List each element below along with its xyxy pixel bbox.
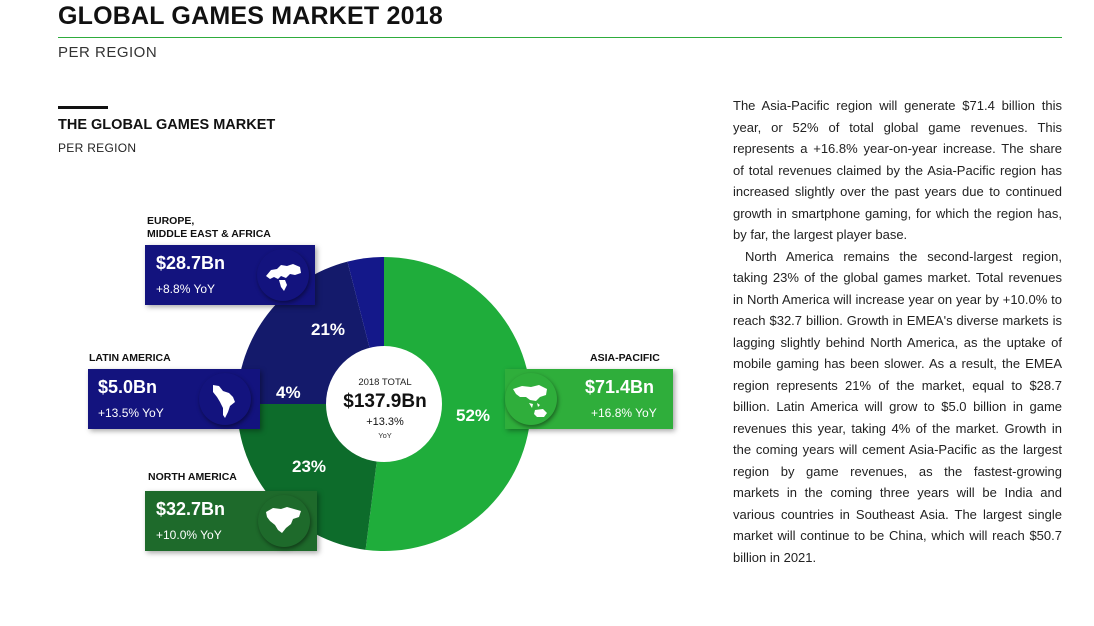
total-growth: +13.3% <box>366 416 404 428</box>
page-subtitle: PER REGION <box>58 44 158 61</box>
total-growth-unit: YoY <box>378 431 392 440</box>
region-yoy: +16.8% YoY <box>591 406 657 420</box>
region-yoy: +13.5% YoY <box>98 406 164 420</box>
region-value: $32.7Bn <box>156 499 226 519</box>
slice-label-north-america: 23% <box>292 457 327 476</box>
slice-label-asia-pacific: 52% <box>456 406 491 425</box>
callout-emea: $28.7Bn +8.8% YoY <box>145 245 315 305</box>
region-label-latin-america: LATIN AMERICA <box>89 352 171 364</box>
north-america-map-icon <box>258 495 310 547</box>
region-yoy: +10.0% YoY <box>156 528 222 542</box>
body-text: The Asia-Pacific region will generate $7… <box>733 95 1062 568</box>
asia-pacific-map-icon <box>505 373 557 425</box>
body-paragraph: The Asia-Pacific region will generate $7… <box>733 98 1062 242</box>
chart-subtitle: PER REGION <box>58 141 137 155</box>
europe-map-icon <box>257 249 309 301</box>
donut-hole <box>326 346 442 462</box>
section-rule <box>58 106 108 109</box>
region-yoy: +8.8% YoY <box>156 282 216 296</box>
region-value: $28.7Bn <box>156 253 226 273</box>
region-label-asia-pacific: ASIA-PACIFIC <box>590 352 660 364</box>
region-label-emea: EUROPE, MIDDLE EAST & AFRICA <box>147 215 271 240</box>
region-value: $5.0Bn <box>98 377 158 397</box>
region-label-north-america: NORTH AMERICA <box>148 471 237 483</box>
body-paragraph: North America remains the second-largest… <box>733 248 1062 565</box>
callout-asia-pacific: $71.4Bn +16.8% YoY <box>505 369 673 429</box>
callout-latin-america: $5.0Bn +13.5% YoY <box>88 369 260 429</box>
total-value: $137.9Bn <box>343 391 427 412</box>
callout-north-america: $32.7Bn +10.0% YoY <box>145 491 317 551</box>
slice-asia-pacific <box>365 257 531 551</box>
south-america-map-icon <box>199 373 251 425</box>
total-label: 2018 TOTAL <box>358 377 412 388</box>
slice-label-emea: 21% <box>311 320 346 339</box>
chart-title: THE GLOBAL GAMES MARKET <box>58 117 276 133</box>
region-value: $71.4Bn <box>585 377 655 397</box>
title-divider <box>58 37 1062 38</box>
slice-label-latin-america: 4% <box>276 383 301 402</box>
page-title: GLOBAL GAMES MARKET 2018 <box>58 2 443 30</box>
